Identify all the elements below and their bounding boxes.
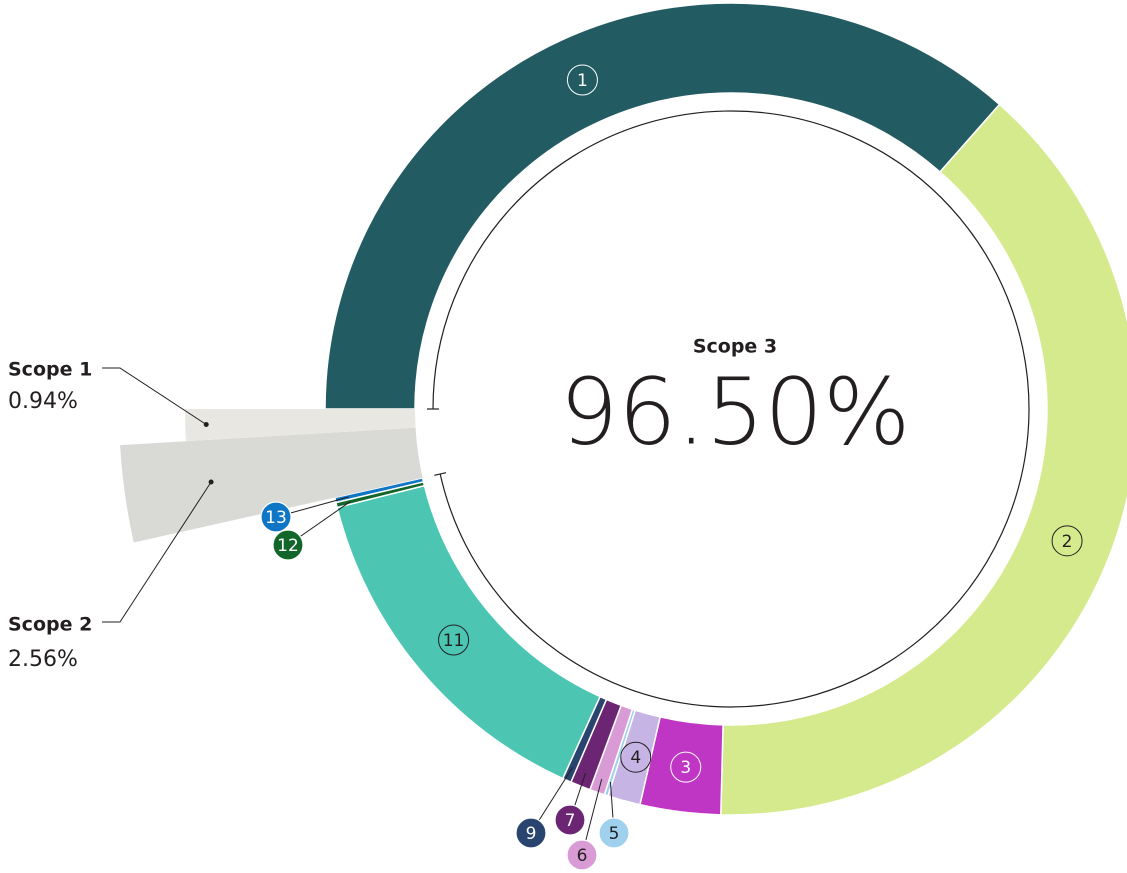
- scope-value: 0.94%: [8, 389, 78, 414]
- segment-label: 4: [630, 748, 641, 768]
- segment-label: 5: [609, 824, 620, 844]
- segment: [336, 484, 602, 780]
- segment-label: 3: [680, 758, 691, 778]
- segment-label: 11: [443, 631, 465, 651]
- center-title: Scope 3: [693, 336, 777, 358]
- label-badge: [260, 501, 292, 533]
- label-badge: [598, 817, 630, 849]
- scope-name: Scope 1: [8, 359, 92, 381]
- label-badge: [566, 839, 598, 871]
- label-badge: [670, 751, 702, 783]
- scope-arc: [432, 110, 1030, 708]
- segment-label: 1: [577, 71, 588, 91]
- label-badge: [566, 64, 598, 96]
- scope-value: 2.56%: [8, 647, 78, 672]
- segment: [324, 2, 1001, 410]
- scope-wedge: [120, 427, 423, 543]
- segment: [720, 103, 1127, 816]
- leader-line: [102, 481, 212, 623]
- scope-name: Scope 2: [8, 614, 92, 636]
- scope-arc-tick: [434, 472, 447, 476]
- label-badge: [515, 817, 547, 849]
- label-badge: [620, 741, 652, 773]
- label-badge: [438, 624, 470, 656]
- segment-label: 9: [526, 824, 537, 844]
- label-badge: [1051, 525, 1083, 557]
- scope-wedge: [185, 409, 416, 442]
- label-badge: [554, 804, 586, 836]
- segment-label: 6: [577, 846, 588, 866]
- segment-label: 7: [565, 811, 576, 831]
- segment-label: 12: [277, 536, 299, 556]
- segment-label: 2: [1062, 532, 1073, 552]
- label-badge: [272, 529, 304, 561]
- center-value: 96.50%: [560, 359, 911, 466]
- leader-line: [102, 367, 207, 425]
- segment-label: 13: [265, 508, 287, 528]
